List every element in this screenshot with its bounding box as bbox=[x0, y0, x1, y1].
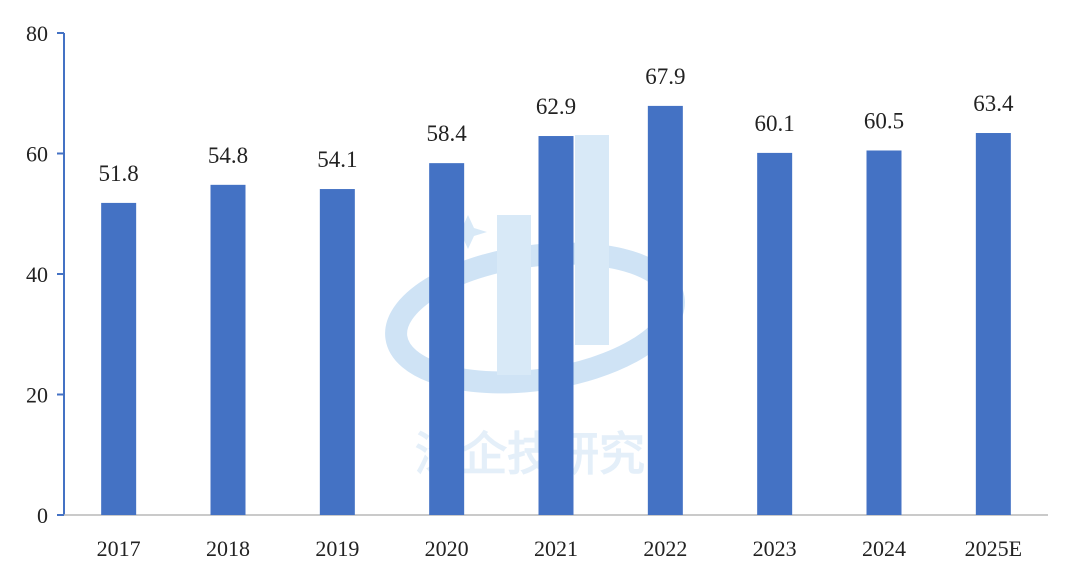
x-tick-label: 2025E bbox=[965, 536, 1022, 561]
bar-2023 bbox=[757, 152, 793, 515]
x-tick-label: 2018 bbox=[206, 536, 250, 561]
bar-2025E bbox=[975, 133, 1011, 515]
watermark-spark-icon bbox=[449, 215, 487, 249]
x-axis-labels-group: 2017 2018 2019 2020 2021 2022 2023 2024 2025E bbox=[97, 536, 1022, 561]
bars-group bbox=[101, 105, 1011, 516]
value-label: 54.8 bbox=[208, 143, 248, 168]
x-tick-label: 2022 bbox=[643, 536, 687, 561]
x-tick-label: 2023 bbox=[753, 536, 797, 561]
y-tick-label: 40 bbox=[26, 262, 48, 287]
value-label: 54.1 bbox=[317, 147, 357, 172]
bar-2022 bbox=[647, 105, 683, 515]
value-label: 62.9 bbox=[536, 94, 576, 119]
bar-2018 bbox=[210, 184, 246, 515]
value-labels-group: 51.8 54.8 54.1 58.4 62.9 67.9 60.1 60.5 63.4 bbox=[99, 64, 1014, 186]
bar-2020 bbox=[429, 163, 465, 515]
value-label: 60.5 bbox=[864, 108, 904, 133]
bar-2024 bbox=[866, 150, 902, 516]
y-axis-ticks: 0 20 40 60 80 bbox=[26, 21, 64, 528]
bar-2019 bbox=[319, 189, 355, 516]
y-tick-label: 20 bbox=[26, 383, 48, 408]
value-label: 67.9 bbox=[645, 64, 685, 89]
y-tick-label: 60 bbox=[26, 142, 48, 167]
watermark-pillar-left bbox=[497, 215, 531, 375]
value-label: 63.4 bbox=[973, 91, 1014, 116]
x-tick-label: 2024 bbox=[862, 536, 906, 561]
value-label: 58.4 bbox=[427, 121, 468, 146]
y-tick-label: 0 bbox=[37, 503, 48, 528]
y-tick-label: 80 bbox=[26, 21, 48, 46]
x-tick-label: 2017 bbox=[97, 536, 141, 561]
x-tick-label: 2020 bbox=[425, 536, 469, 561]
watermark-pillar-right bbox=[575, 135, 609, 345]
value-label: 60.1 bbox=[755, 111, 795, 136]
bar-2021 bbox=[538, 136, 574, 515]
x-tick-label: 2021 bbox=[534, 536, 578, 561]
bar-2017 bbox=[101, 202, 137, 515]
value-label: 51.8 bbox=[99, 161, 139, 186]
x-tick-label: 2019 bbox=[315, 536, 359, 561]
